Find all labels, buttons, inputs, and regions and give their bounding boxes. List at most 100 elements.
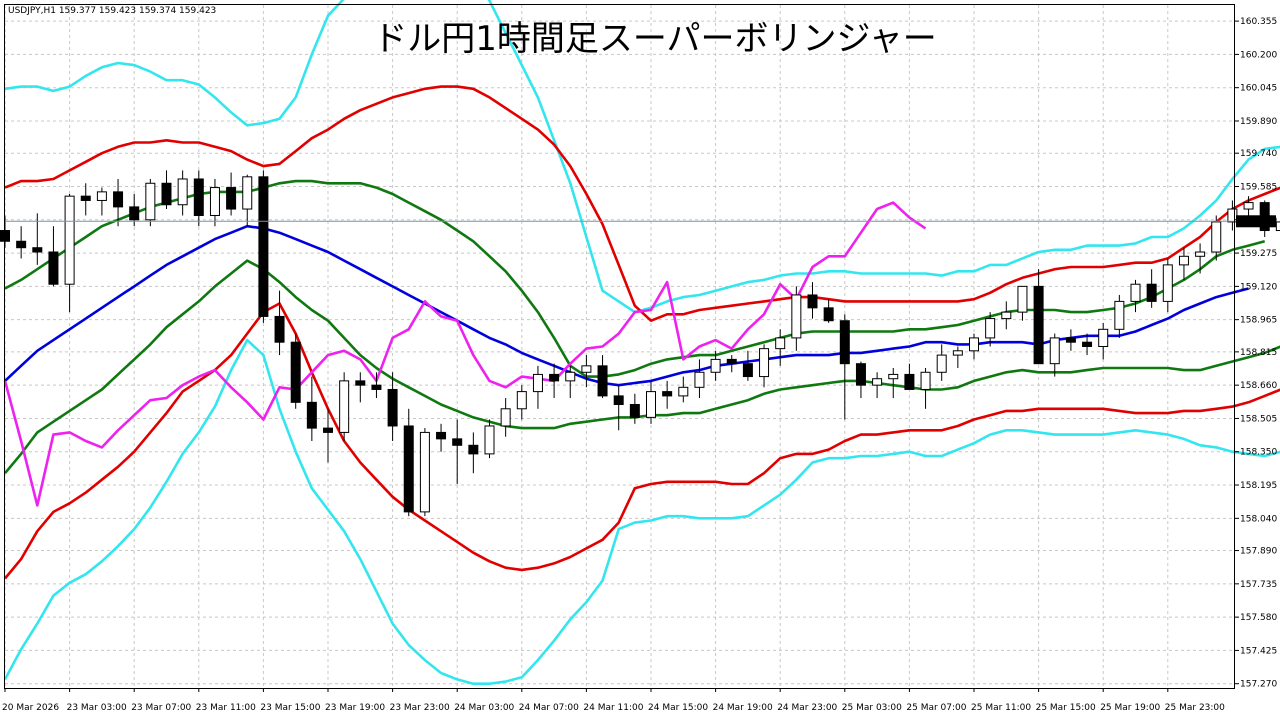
candle — [839, 314, 850, 420]
candle-body — [969, 337, 979, 352]
candle — [177, 170, 188, 216]
y-tick-label: 158.965 — [1240, 316, 1277, 326]
candle-body — [403, 425, 414, 513]
candle — [1275, 221, 1280, 232]
x-tick-label: 24 Mar 19:00 — [713, 703, 773, 713]
y-tick-label: 160.045 — [1240, 84, 1277, 94]
y-tick-label: 157.425 — [1240, 646, 1277, 656]
candle — [694, 359, 705, 399]
candle — [145, 178, 156, 227]
candle-body — [888, 373, 899, 380]
candle-body — [565, 371, 576, 382]
candle-body — [339, 380, 350, 433]
candle — [258, 170, 269, 323]
candle — [1130, 279, 1141, 313]
candle-body — [920, 371, 931, 390]
candle-body — [419, 431, 430, 513]
candle-body — [613, 395, 624, 405]
candle — [985, 312, 996, 347]
candle-body — [274, 315, 285, 343]
candle — [1146, 269, 1157, 308]
time-axis[interactable]: 20 Mar 2026 23 Mar 03:00 23 Mar 07:00 23 Ma… — [2, 688, 1225, 713]
candle-body — [113, 191, 124, 208]
candle — [920, 367, 931, 409]
candle-body — [726, 358, 737, 365]
price-axis[interactable]: 160.355 160.200 160.045 159.890 159.740 159.5… — [1235, 17, 1277, 690]
candle — [64, 194, 75, 313]
candle-body — [775, 337, 786, 350]
candle — [242, 174, 253, 227]
candle-body — [646, 391, 656, 418]
candle — [1017, 285, 1028, 321]
candle-body — [872, 378, 883, 386]
y-tick-label: 158.040 — [1240, 514, 1277, 524]
candle — [306, 376, 317, 442]
candle-body — [710, 358, 721, 373]
candle-body — [468, 444, 479, 455]
candle — [742, 350, 753, 381]
y-tick-label: 158.660 — [1240, 381, 1277, 391]
candle — [96, 187, 107, 216]
x-tick-label: 24 Mar 03:00 — [454, 703, 514, 713]
y-tick-label: 157.735 — [1240, 580, 1277, 590]
candle-body — [1146, 283, 1157, 302]
candle — [855, 361, 866, 399]
candle-body — [1001, 311, 1012, 320]
candle-body — [855, 363, 866, 386]
candle-body — [936, 354, 947, 373]
candle-body — [32, 247, 43, 253]
candle-body — [290, 341, 301, 403]
x-tick-label: 25 Mar 11:00 — [971, 703, 1031, 713]
candle-body — [1082, 341, 1093, 348]
candle — [226, 172, 237, 216]
candle-body — [145, 182, 156, 221]
x-tick-label: 23 Mar 15:00 — [260, 703, 320, 713]
candle-body — [355, 380, 366, 386]
candle — [597, 355, 608, 399]
candle-body — [226, 187, 237, 210]
candle-body — [64, 195, 75, 285]
candle-body — [952, 350, 963, 356]
bollinger-bands — [3, 0, 1280, 686]
candle — [629, 393, 640, 424]
candle — [1211, 215, 1222, 261]
candle-body — [532, 373, 543, 393]
band-lower3-line — [3, 338, 1280, 686]
candle-body — [759, 348, 770, 378]
candle — [775, 329, 786, 366]
candle-body — [96, 191, 107, 201]
grid-lines — [4, 5, 1235, 688]
x-tick-label: 23 Mar 23:00 — [390, 703, 450, 713]
candle-body — [80, 195, 91, 201]
y-tick-label: 160.355 — [1240, 17, 1277, 27]
candle-body — [1114, 300, 1125, 330]
candle-body — [807, 294, 818, 309]
candle-body — [1033, 285, 1044, 365]
y-tick-label: 159.585 — [1240, 182, 1277, 192]
candle — [355, 372, 366, 403]
current-price-label-text: 159.423 — [1238, 217, 1275, 227]
candle — [646, 380, 656, 424]
candle — [1065, 329, 1076, 351]
candle-body — [1178, 255, 1189, 266]
candle-body — [1049, 337, 1060, 365]
x-tick-label: 25 Mar 07:00 — [906, 703, 966, 713]
y-tick-label: 159.120 — [1240, 282, 1277, 292]
candle — [1049, 333, 1060, 377]
y-tick-label: 159.890 — [1240, 117, 1277, 127]
y-tick-label: 160.200 — [1240, 50, 1277, 60]
candle — [759, 344, 770, 388]
candle — [1114, 294, 1125, 338]
x-tick-label: 23 Mar 07:00 — [131, 703, 191, 713]
candle-body — [323, 427, 333, 433]
x-tick-label: 24 Mar 11:00 — [583, 703, 643, 713]
candle-body — [597, 365, 608, 397]
candle-body — [16, 240, 27, 249]
candle — [888, 367, 899, 399]
candle — [1162, 258, 1173, 313]
candle — [1001, 301, 1012, 330]
candle-body — [387, 388, 398, 427]
candle-body — [209, 187, 220, 216]
x-tick-label: 24 Mar 07:00 — [519, 703, 579, 713]
